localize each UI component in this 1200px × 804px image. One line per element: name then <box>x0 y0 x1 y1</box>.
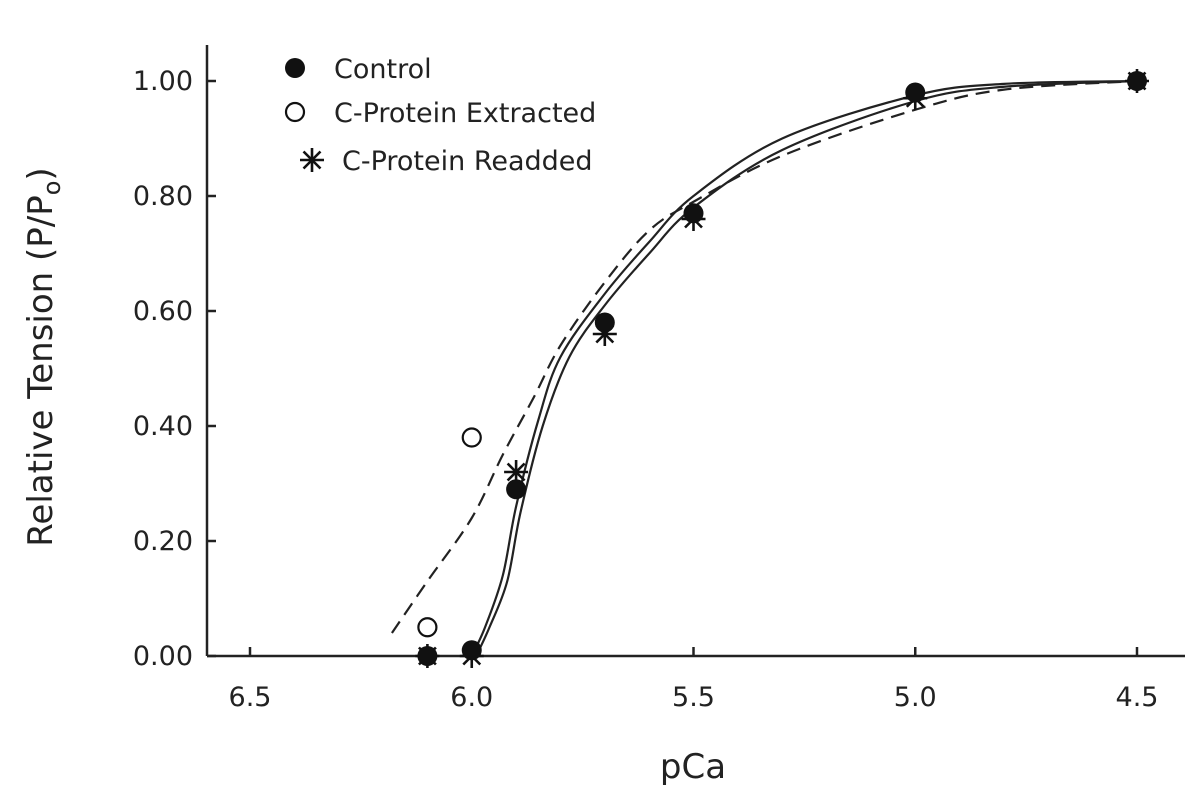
x-tick-label: 6.0 <box>450 682 493 713</box>
y-tick-label: 0.00 <box>133 641 193 672</box>
fit-curve-c-protein-extracted <box>391 79 1138 634</box>
marker-control <box>461 640 482 661</box>
marker-c-protein-extracted <box>417 617 438 638</box>
legend-label: C-Protein Extracted <box>334 98 596 129</box>
legend-label: Control <box>334 54 432 85</box>
legend-marker-control <box>285 58 305 78</box>
marker-control <box>417 646 438 666</box>
y-axis-title-sub: o <box>38 181 66 196</box>
x-tick-label: 5.0 <box>894 682 937 713</box>
marker-control <box>506 479 527 500</box>
y-axis-title-main: Relative Tension (P/P <box>21 195 61 546</box>
legend-marker-c-protein-readded <box>300 148 324 172</box>
fit-curve-c-protein-readded <box>475 79 1138 657</box>
x-tick-label: 5.5 <box>672 682 715 713</box>
axes: 0.00 0.20 0.40 0.60 0.80 1.00 6.5 6.0 5.5 5.0 4.5 <box>133 45 1185 713</box>
fit-curves <box>391 79 1138 657</box>
marker-control <box>1127 71 1147 91</box>
y-axis-title-close: ) <box>21 167 61 180</box>
marker-control <box>594 312 615 333</box>
legend-label: C-Protein Readded <box>342 146 593 177</box>
legend-marker-c-protein-extracted <box>284 101 306 123</box>
marker-control <box>905 82 926 103</box>
legend: Control C-Protein Extracted C-Protein Read… <box>284 54 596 177</box>
fit-curve-control <box>470 79 1138 657</box>
y-axis-title: Relative Tension (P/Po) <box>21 167 66 546</box>
data-points <box>415 69 1149 668</box>
x-tick-label: 4.5 <box>1116 682 1159 713</box>
y-tick-label: 0.20 <box>133 526 193 557</box>
marker-control <box>683 203 704 224</box>
y-tick-label: 1.00 <box>133 66 193 97</box>
marker-c-protein-extracted <box>461 427 482 448</box>
x-tick-label: 6.5 <box>229 682 272 713</box>
y-tick-label: 0.60 <box>133 296 193 327</box>
y-tick-label: 0.80 <box>133 181 193 212</box>
y-tick-label: 0.40 <box>133 411 193 442</box>
x-axis-title: pCa <box>660 747 726 787</box>
